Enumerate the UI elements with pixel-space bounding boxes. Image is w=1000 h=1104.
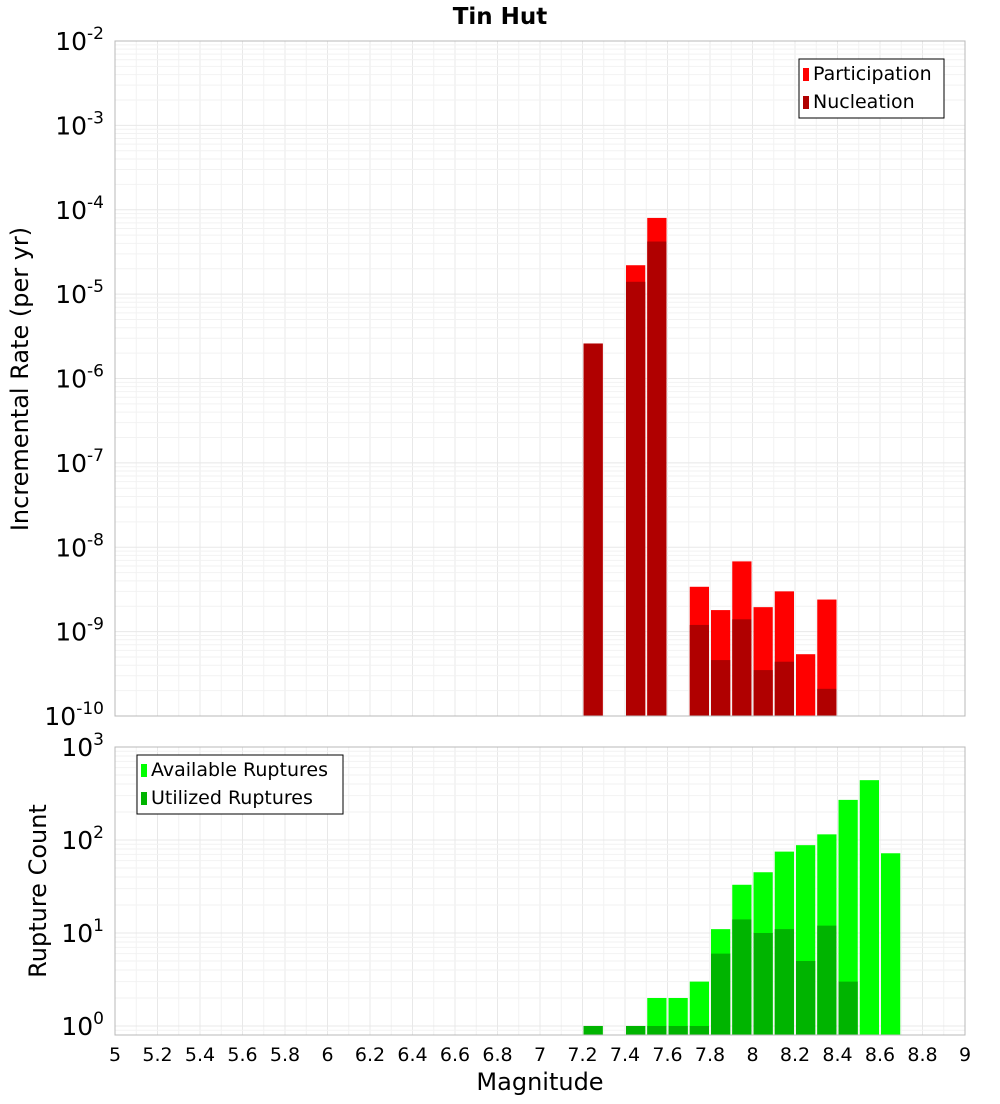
x-tick-label: 7.4 xyxy=(610,1044,640,1066)
bar xyxy=(796,960,816,1035)
legend-layer: Participation Nucleation Available Rupture… xyxy=(136,58,945,815)
x-tick-label: 6.6 xyxy=(440,1044,470,1066)
bar xyxy=(881,853,901,1035)
legend-swatch xyxy=(803,68,809,81)
bar xyxy=(647,997,667,1035)
legend-label: Available Ruptures xyxy=(151,759,328,781)
legend-swatch xyxy=(141,792,147,805)
chart-title: Tin Hut xyxy=(453,4,548,30)
bar xyxy=(732,619,752,716)
x-tick-label: 5.8 xyxy=(270,1044,300,1066)
bar xyxy=(838,799,858,1035)
bar xyxy=(753,670,773,716)
bar xyxy=(817,599,837,716)
frame-layer xyxy=(114,40,966,1036)
bar xyxy=(626,281,646,716)
bar xyxy=(817,925,837,1035)
bar xyxy=(668,997,688,1035)
x-tick-label: 8.8 xyxy=(907,1044,937,1066)
y-tick-label: 10-6 xyxy=(55,362,104,394)
bar xyxy=(711,660,731,716)
plot-frame xyxy=(114,40,966,717)
bar xyxy=(732,919,752,1035)
legend-label: Nucleation xyxy=(813,91,915,113)
legend-swatch xyxy=(141,764,147,777)
x-tick-label: 8.4 xyxy=(822,1044,852,1066)
y-tick-label: 10-4 xyxy=(55,193,104,225)
plot-frame xyxy=(114,746,966,1036)
legend-label: Participation xyxy=(813,63,932,85)
y-axis-label-count: Rupture Count xyxy=(24,804,52,978)
bars-layer xyxy=(583,217,901,1035)
bar xyxy=(817,688,837,716)
y-tick-label: 101 xyxy=(61,916,104,948)
bar xyxy=(753,932,773,1035)
bar xyxy=(668,1025,688,1035)
x-tick-label: 6.8 xyxy=(482,1044,512,1066)
x-tick-label: 5.2 xyxy=(142,1044,172,1066)
y-tick-label: 103 xyxy=(61,730,104,762)
bar xyxy=(689,624,709,716)
bar xyxy=(859,780,879,1035)
x-tick-label: 6 xyxy=(321,1044,333,1066)
y-tick-label: 10-8 xyxy=(55,530,104,562)
legend-swatch xyxy=(803,96,809,109)
x-tick-label: 8.2 xyxy=(780,1044,810,1066)
bar xyxy=(838,981,858,1035)
y-axis-label-rate: Incremental Rate (per yr) xyxy=(6,227,34,531)
x-axis-label: Magnitude xyxy=(476,1068,603,1096)
grid-layer xyxy=(114,40,966,1036)
x-tick-label: 8.6 xyxy=(865,1044,895,1066)
y-tick-label: 102 xyxy=(61,823,104,855)
x-tick-label: 8 xyxy=(746,1044,758,1066)
bar xyxy=(774,929,794,1035)
x-tick-label: 5.6 xyxy=(227,1044,257,1066)
bar xyxy=(647,1025,667,1035)
y-tick-label: 10-9 xyxy=(55,615,104,647)
bar xyxy=(796,654,816,716)
bar xyxy=(626,1025,646,1035)
bar xyxy=(647,241,667,717)
bar xyxy=(583,1025,603,1035)
y-tick-label: 100 xyxy=(61,1009,104,1041)
bar xyxy=(689,1025,709,1035)
bar xyxy=(711,953,731,1035)
x-tick-label: 6.2 xyxy=(355,1044,385,1066)
x-tick-label: 5.4 xyxy=(185,1044,215,1066)
y-tick-label: 10-7 xyxy=(55,446,104,478)
y-tick-label: 10-10 xyxy=(44,699,104,731)
x-tick-label: 6.4 xyxy=(397,1044,427,1066)
x-tick-label: 7.6 xyxy=(652,1044,682,1066)
legend-label: Utilized Ruptures xyxy=(151,787,313,809)
x-tick-label: 7.2 xyxy=(567,1044,597,1066)
bar xyxy=(774,661,794,716)
legend-box xyxy=(136,754,344,815)
bar xyxy=(583,343,603,716)
legend-box xyxy=(798,58,945,119)
x-tick-label: 7.8 xyxy=(695,1044,725,1066)
y-tick-label: 10-3 xyxy=(55,108,104,140)
x-tick-label: 7 xyxy=(534,1044,546,1066)
bar xyxy=(689,981,709,1035)
x-tick-label: 5 xyxy=(109,1044,121,1066)
x-tick-label: 9 xyxy=(959,1044,971,1066)
tick-labels-layer: 10-10 10-9 10-8 10-7 10-6 10-5 10-4 10-3 10-2 100… xyxy=(44,24,971,1066)
y-tick-label: 10-5 xyxy=(55,277,104,309)
y-tick-label: 10-2 xyxy=(55,24,104,56)
